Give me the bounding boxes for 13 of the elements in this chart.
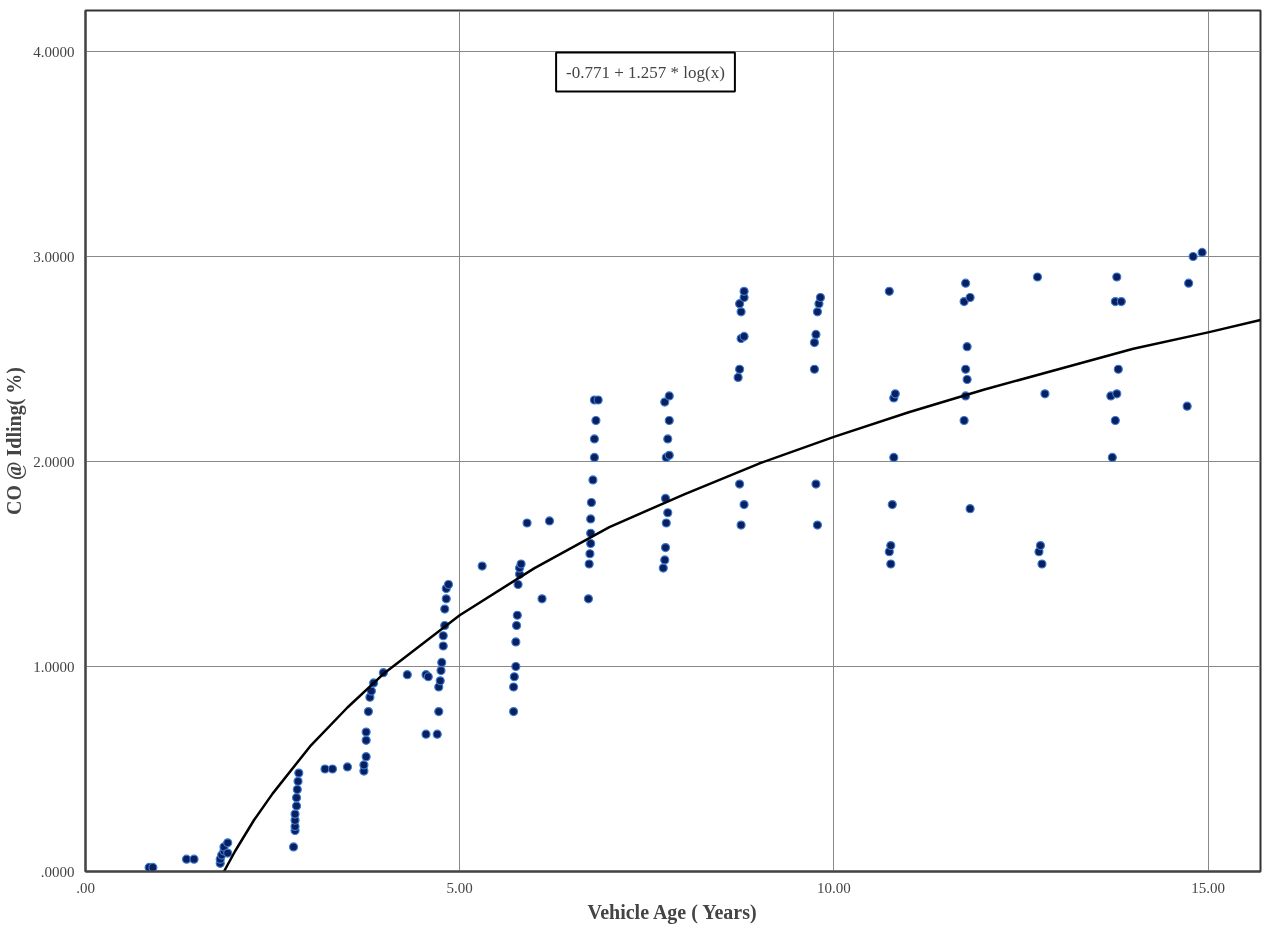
y-axis-title: CO @ Idling( %) (3, 366, 27, 516)
x-axis-title: Vehicle Age ( Years) (587, 900, 757, 924)
x-tick-label: 5.00 (446, 879, 473, 896)
line-series (222, 318, 1261, 872)
x-tick-label: 15.00 (1191, 879, 1225, 896)
y-tick-label: 1.0000 (33, 658, 75, 675)
x-tick-label: 10.00 (817, 879, 851, 896)
annotation: -0.771 + 1.257 * log(x) (566, 62, 725, 82)
y-tick-label: 2.0000 (33, 453, 75, 470)
y-tick-label: 4.0000 (33, 43, 75, 60)
x-tick-label: .00 (76, 879, 95, 896)
y-tick-label: .0000 (40, 863, 75, 880)
y-tick-label: 3.0000 (33, 248, 75, 265)
